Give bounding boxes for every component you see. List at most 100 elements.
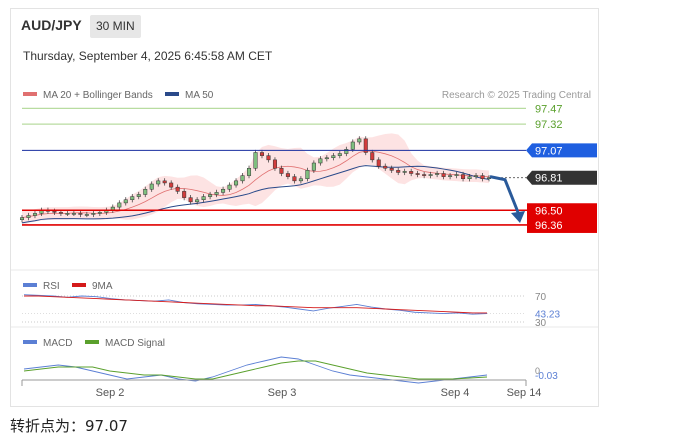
legend-label: MA 50	[185, 90, 214, 101]
macd-line	[23, 356, 488, 384]
candle-body	[415, 173, 420, 175]
candle-body	[253, 152, 258, 169]
candle-body	[19, 217, 25, 220]
ma50-line	[21, 165, 490, 224]
candle-body	[461, 174, 466, 180]
last-price-tag	[526, 170, 597, 185]
candle-body	[331, 155, 336, 158]
legend-label: MACD	[43, 338, 72, 349]
candles	[19, 136, 492, 223]
candle-body	[324, 157, 329, 160]
panel-dividers	[11, 269, 598, 328]
legend-swatch	[23, 340, 37, 344]
main-legend: MA 20 + Bollinger Bands MA 50 Research © 2…	[23, 90, 591, 101]
candle-body	[195, 199, 200, 203]
pair-title: AUD/JPY	[21, 17, 82, 33]
legend-swatch	[165, 92, 179, 96]
candle-body	[441, 173, 446, 177]
candle-body	[91, 213, 96, 215]
candle-body	[266, 155, 271, 161]
forecast-path	[489, 175, 525, 223]
candle-body	[32, 213, 37, 216]
candle-body	[123, 199, 128, 204]
candle-body	[182, 191, 187, 198]
legend-swatch	[72, 283, 86, 287]
candle-body	[448, 175, 453, 177]
candle-body	[71, 213, 76, 215]
x-tick-label: Sep 14	[507, 387, 542, 399]
candle-body	[221, 189, 226, 193]
candle-body	[376, 159, 381, 167]
candle-body	[169, 182, 174, 188]
forecast-arrow-head	[511, 210, 525, 223]
target-label: 96.36	[535, 220, 563, 232]
candle-body	[247, 168, 252, 176]
resistance-label: 97.32	[535, 119, 563, 131]
candle-body	[454, 174, 459, 176]
candle-body	[285, 173, 290, 177]
candle-body	[234, 180, 239, 186]
legend-swatch	[85, 340, 99, 344]
legend-swatch	[23, 92, 37, 96]
candle-body	[467, 176, 472, 179]
credit-text: Research © 2025 Trading Central	[442, 90, 591, 101]
resistance-label: 97.47	[535, 103, 563, 115]
rsi-level-label: 30	[535, 318, 547, 329]
candle-body	[350, 141, 355, 150]
candle-body	[136, 194, 141, 197]
pivot-tag	[526, 143, 597, 158]
candle-body	[52, 211, 57, 213]
candle-body	[227, 184, 232, 190]
candle-body	[298, 178, 303, 182]
candle-body	[272, 159, 277, 169]
legend-label: MACD Signal	[105, 338, 165, 349]
candle-body	[97, 212, 102, 214]
candle-body	[175, 186, 180, 192]
candle-body	[162, 180, 167, 184]
forecast-arrow-line	[489, 175, 520, 213]
candle-body	[370, 152, 375, 161]
legend-label: RSI	[43, 281, 60, 292]
x-axis: Sep 2 Sep 3 Sep 4 Sep 14	[21, 379, 542, 399]
timeframe-badge[interactable]: 30 MIN	[90, 15, 141, 38]
candle-body	[311, 162, 316, 171]
candle-body	[363, 138, 368, 153]
timestamp: Thursday, September 4, 2025 6:45:58 AM C…	[23, 49, 273, 63]
x-tick-label: Sep 3	[268, 387, 297, 399]
candle-body	[279, 168, 284, 174]
macd-zero-label: 0	[535, 366, 540, 376]
pivot-footer: 转折点为：97.07	[10, 417, 128, 435]
rsi-line	[23, 294, 488, 315]
rsi-ma-line	[24, 295, 487, 314]
candle-body	[58, 212, 63, 214]
candle-body	[78, 213, 83, 215]
candle-body	[130, 196, 135, 201]
candle-body	[422, 174, 427, 176]
price-levels: 97.47 97.32 97.07 96.81 96.50 96.36	[22, 103, 597, 233]
macd-panel: MACD MACD Signal 0-0.03	[23, 338, 558, 384]
candle-body	[480, 175, 485, 180]
candle-body	[337, 153, 342, 156]
candle-body	[201, 196, 206, 201]
candle-body	[84, 214, 89, 216]
rsi-level-label: 70	[535, 292, 547, 303]
candle-body	[435, 173, 440, 175]
rsi-current-value: 43.23	[535, 309, 560, 320]
candle-body	[318, 158, 323, 164]
candle-body	[65, 213, 70, 215]
legend-label: MA 20 + Bollinger Bands	[43, 90, 153, 101]
candle-body	[240, 175, 245, 182]
x-tick-label: Sep 2	[96, 387, 125, 399]
candle-body	[156, 180, 161, 185]
legend-label: 9MA	[92, 281, 113, 292]
candle-body	[428, 174, 433, 176]
candle-body	[357, 138, 362, 143]
macd-current-value: -0.03	[535, 371, 558, 382]
candle-body	[305, 170, 310, 180]
x-tick-label: Sep 4	[441, 387, 470, 399]
pivot-label: 97.07	[535, 145, 563, 157]
legend-swatch	[23, 283, 37, 287]
candle-body	[208, 194, 213, 197]
target-label: 96.50	[535, 205, 563, 217]
